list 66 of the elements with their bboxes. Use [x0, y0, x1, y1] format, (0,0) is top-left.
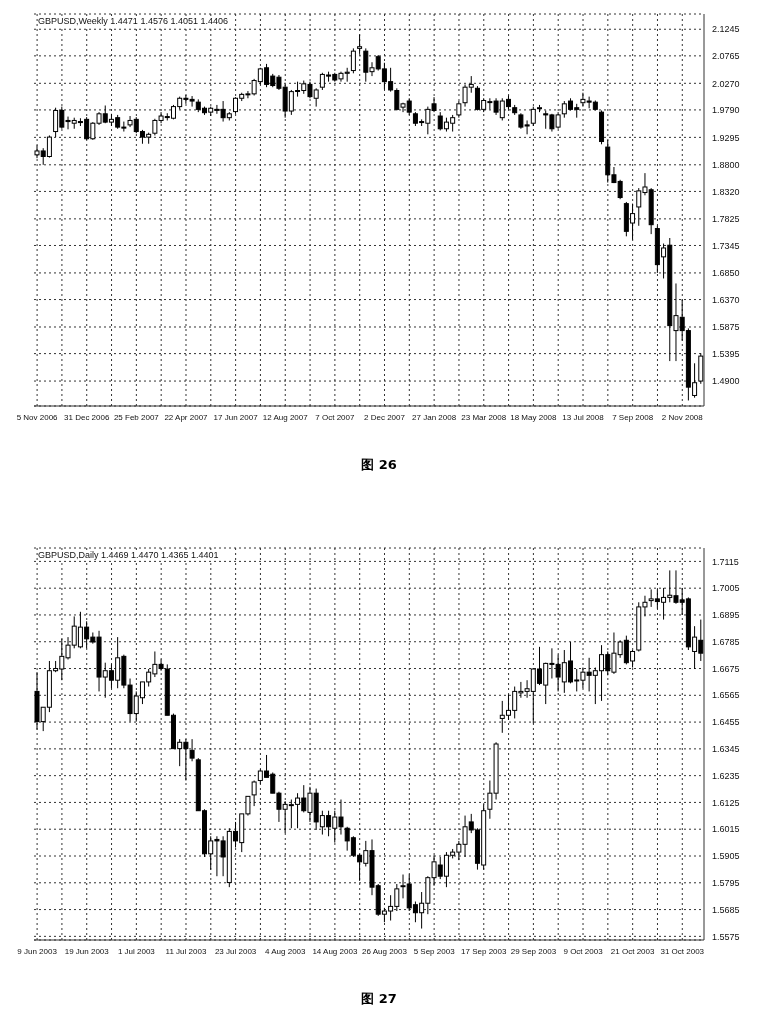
x-tick-label: 18 May 2008	[510, 412, 558, 422]
x-tick-label: 14 Aug 2003	[312, 946, 358, 956]
candlestick	[350, 47, 356, 74]
candlestick	[189, 738, 195, 762]
y-tick-label: 1.6455	[712, 717, 740, 728]
y-tick-label: 1.8800	[712, 160, 740, 171]
x-tick-label: 31 Dec 2006	[64, 412, 110, 422]
x-tick-label: 22 Apr 2007	[164, 412, 209, 422]
x-tick-label: 1 Jul 2003	[117, 946, 156, 956]
x-tick-label: 7 Oct 2007	[315, 412, 355, 422]
y-tick-label: 1.6015	[712, 824, 740, 835]
x-tick-label: 25 Feb 2007	[113, 412, 160, 422]
y-tick-label: 1.7005	[712, 583, 740, 594]
y-tick-label: 1.5685	[712, 904, 740, 915]
y-tick-label: 1.6785	[712, 636, 740, 647]
y-tick-label: 2.1245	[712, 24, 740, 35]
y-tick-label: 1.8320	[712, 186, 740, 197]
y-tick-label: 1.6125	[712, 797, 740, 808]
y-tick-label: 1.9790	[712, 105, 740, 116]
x-tick-label: 17 Sep 2003	[461, 946, 508, 956]
y-tick-label: 1.6370	[712, 294, 740, 305]
x-tick-label: 5 Sep 2003	[413, 946, 456, 956]
y-tick-label: 1.5875	[712, 322, 740, 333]
y-tick-label: 1.6675	[712, 663, 740, 674]
y-tick-label: 1.6565	[712, 690, 740, 701]
y-tick-label: 1.6895	[712, 610, 740, 621]
x-tick-label: 5 Nov 2006	[16, 412, 59, 422]
y-tick-label: 1.5905	[712, 851, 740, 862]
candlestick	[357, 34, 363, 55]
y-tick-label: 2.0270	[712, 78, 740, 89]
x-tick-label: 7 Sep 2008	[612, 412, 654, 422]
chart-title: GBPUSD,Weekly 1.4471 1.4576 1.4051 1.4406	[38, 16, 228, 26]
x-tick-label: 19 Jun 2003	[64, 946, 110, 956]
x-tick-label: 17 Jun 2007	[213, 412, 259, 422]
caption: 图 26	[360, 456, 398, 474]
x-tick-label: 23 Mar 2008	[461, 412, 507, 422]
y-tick-label: 1.5395	[712, 348, 740, 359]
x-tick-label: 2 Dec 2007	[364, 412, 406, 422]
y-tick-label: 2.0765	[712, 51, 740, 62]
x-tick-label: 27 Jan 2008	[412, 412, 457, 422]
y-tick-label: 1.6235	[712, 770, 740, 781]
x-tick-label: 26 Aug 2003	[362, 946, 408, 956]
y-tick-label: 1.6345	[712, 744, 740, 755]
y-tick-label: 1.7115	[712, 556, 739, 567]
x-tick-label: 9 Jun 2003	[17, 946, 58, 956]
y-tick-label: 1.5575	[712, 931, 740, 942]
x-tick-label: 11 Jul 2003	[165, 946, 207, 956]
candlestick	[530, 106, 536, 127]
caption: 图 27	[360, 990, 398, 1008]
y-tick-label: 1.4900	[712, 376, 740, 387]
x-tick-label: 21 Oct 2003	[610, 946, 655, 956]
y-tick-label: 1.9295	[712, 132, 740, 143]
x-tick-label: 13 Jul 2008	[562, 412, 605, 422]
x-tick-label: 12 Aug 2007	[262, 412, 309, 422]
x-tick-label: 2 Nov 2008	[661, 412, 704, 422]
y-tick-label: 1.7825	[712, 214, 740, 225]
candlestick	[251, 780, 257, 807]
chart-title: GBPUSD,Daily 1.4469 1.4470 1.4365 1.4401	[38, 550, 219, 560]
x-tick-label: 31 Oct 2003	[660, 946, 705, 956]
x-tick-label: 4 Aug 2003	[265, 946, 307, 956]
x-tick-label: 23 Jul 2003	[214, 946, 257, 956]
x-tick-label: 9 Oct 2003	[563, 946, 604, 956]
y-tick-label: 1.6850	[712, 268, 740, 279]
y-tick-label: 1.7345	[712, 240, 740, 251]
x-tick-label: 29 Sep 2003	[510, 946, 557, 956]
y-tick-label: 1.5795	[712, 877, 740, 888]
